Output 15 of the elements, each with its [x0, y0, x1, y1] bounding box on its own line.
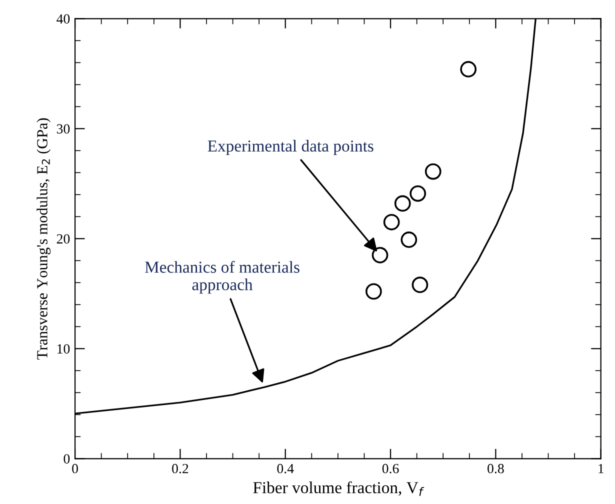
y-tick-label: 40	[56, 14, 70, 24]
x-tick-label: 0.4	[277, 464, 294, 474]
y-tick-label: 20	[56, 234, 70, 244]
y-tick-label: 30	[56, 124, 70, 134]
x-tick-label: 0.8	[488, 464, 504, 474]
y-tick-label: 10	[58, 344, 70, 354]
x-tick-label: 0.2	[172, 464, 188, 474]
annotation: Experimental data points	[208, 140, 374, 156]
x-tick-label: 0.6	[382, 464, 399, 474]
y-tick-label: 0	[64, 454, 70, 464]
x-tick-label: 1	[598, 464, 604, 474]
x-axis-title: Fiber volume fraction, V$_{f}$	[253, 481, 424, 496]
x-tick-label: 0	[72, 464, 78, 474]
y-axis-title: Transverse Young's modulus, E$_{2}$ (GPa)	[36, 118, 51, 360]
annotation: Mechanics of materials approach	[144, 260, 300, 294]
